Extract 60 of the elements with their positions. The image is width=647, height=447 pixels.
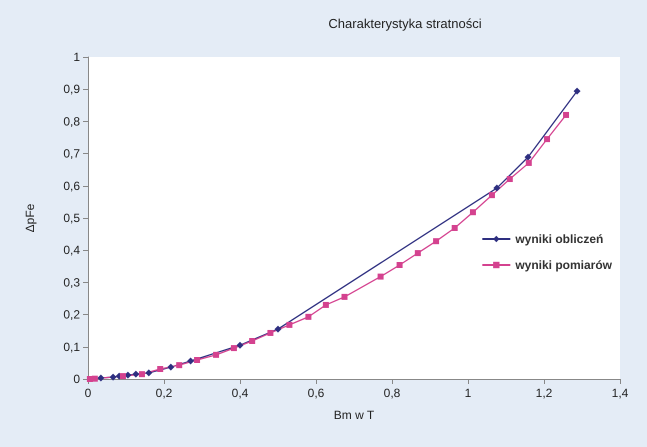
point [305, 314, 312, 320]
point [452, 224, 458, 231]
point [574, 88, 581, 95]
point [110, 374, 117, 381]
point [145, 369, 152, 376]
point [544, 136, 550, 142]
y-tick-label: 0,5 [63, 211, 80, 225]
point [342, 294, 348, 300]
y-tick-label: 0,7 [63, 146, 80, 161]
point [176, 362, 182, 368]
point [470, 209, 476, 216]
y-tick-label: 0,9 [63, 82, 80, 96]
point [157, 366, 164, 372]
y-tick-label: 1 [73, 50, 80, 64]
point [236, 342, 244, 349]
chart-title: Charakterystyka stratności [328, 16, 482, 31]
point [230, 345, 237, 352]
x-tick-label: 0,8 [384, 386, 401, 400]
y-tick-label: 0,2 [63, 308, 80, 322]
point [120, 373, 126, 380]
point [132, 370, 140, 378]
x-tick-label: 0,2 [156, 386, 173, 400]
point [563, 112, 570, 118]
y-tick-label: 0,1 [63, 340, 80, 354]
point [488, 192, 495, 198]
legend-label: wyniki pomiarów [514, 258, 613, 272]
point [249, 338, 256, 344]
x-tick-label: 1,4 [612, 386, 629, 400]
legend-label: wyniki obliczeń [514, 232, 604, 246]
y-tick-label: 0,4 [63, 243, 80, 258]
point [396, 262, 403, 268]
x-tick-label: 0 [84, 386, 92, 400]
point [167, 364, 174, 371]
point [433, 238, 440, 244]
x-tick-label: 1 [464, 386, 472, 400]
point [506, 176, 513, 182]
y-tick-label: 0,3 [63, 275, 80, 290]
x-tick-label: 0,6 [308, 386, 325, 400]
point [524, 154, 532, 161]
y-axis-title: ΔpFe [23, 203, 37, 232]
point [378, 274, 384, 280]
point [138, 371, 145, 378]
x-tick-label: 1,2 [536, 386, 553, 400]
point [92, 376, 98, 382]
x-axis-title: Bm w T [334, 408, 375, 422]
point [286, 322, 292, 328]
point [194, 357, 200, 363]
point [493, 184, 500, 192]
y-tick-label: 0,6 [63, 178, 80, 193]
point [267, 330, 274, 336]
point [97, 374, 104, 382]
y-tick-label: 0,8 [63, 114, 80, 128]
point [414, 250, 421, 256]
y-tick-label: 0 [73, 372, 80, 386]
point [187, 357, 194, 364]
point [322, 302, 329, 308]
point [213, 352, 220, 358]
point [526, 160, 532, 166]
point [274, 326, 282, 333]
x-tick-label: 0,4 [232, 386, 249, 400]
